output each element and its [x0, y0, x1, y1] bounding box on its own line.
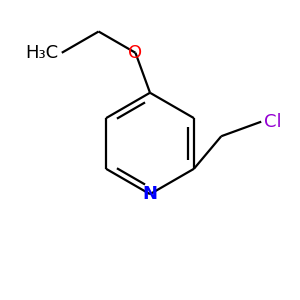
Text: N: N [142, 185, 158, 203]
Text: H₃C: H₃C [26, 44, 58, 62]
Text: O: O [128, 44, 142, 62]
Text: Cl: Cl [265, 113, 282, 131]
